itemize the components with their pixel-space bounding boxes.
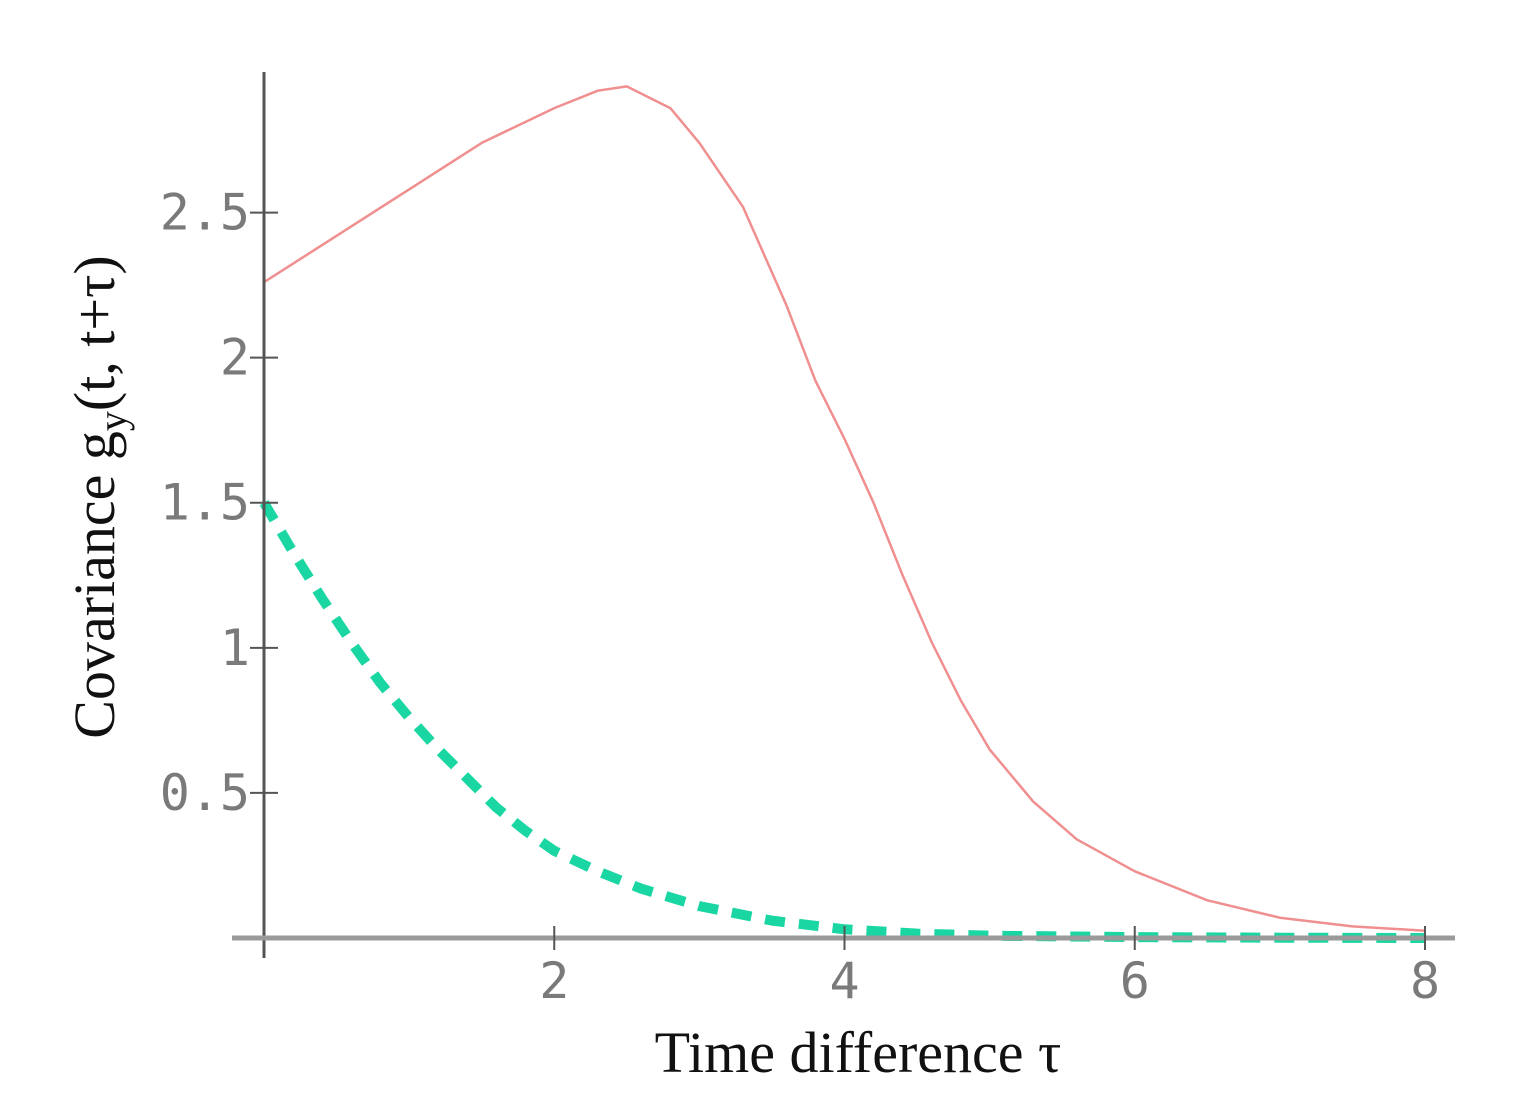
x-tick-label: 2 <box>539 952 569 1010</box>
x-tick-label: 4 <box>829 952 859 1010</box>
y-axis-title-subscript: y <box>90 411 135 431</box>
series-line-1 <box>263 85 1426 932</box>
plot-marks <box>259 85 1426 943</box>
y-ticks: 0.5 1 1.5 2 2.5 <box>160 184 278 822</box>
series-line-2 <box>259 500 1426 943</box>
y-tick-label: 0.5 <box>160 764 250 822</box>
y-tick-label: 1.5 <box>160 474 250 532</box>
y-tick-label: 2.5 <box>160 184 250 242</box>
x-tick-label: 8 <box>1410 952 1440 1010</box>
y-tick-label: 1 <box>220 619 250 677</box>
y-axis-title-suffix: (t, t+τ) <box>62 255 127 411</box>
y-axis-title-prefix: Covariance g <box>62 431 127 739</box>
x-ticks: 2 4 6 8 <box>539 926 1440 1010</box>
x-tick-label: 6 <box>1120 952 1150 1010</box>
x-axis-title: Time difference τ <box>655 1020 1062 1085</box>
y-tick-label: 2 <box>220 329 250 387</box>
y-axis-title: Covariance gy(t, t+τ) <box>62 255 135 738</box>
